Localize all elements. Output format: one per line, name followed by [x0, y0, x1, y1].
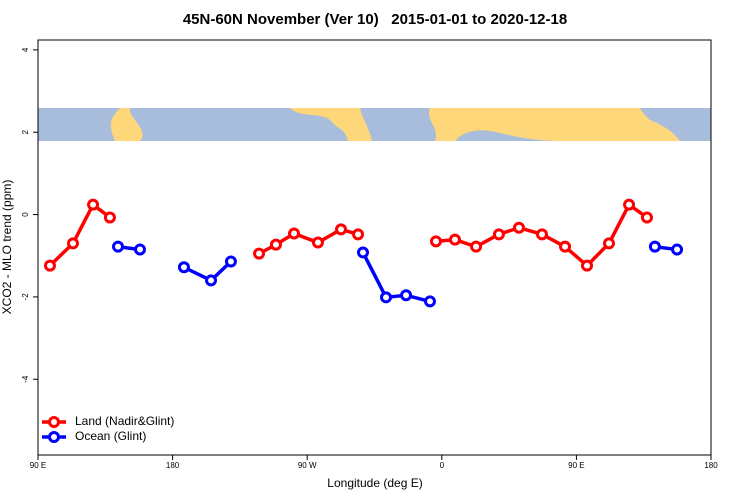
point [536, 228, 549, 241]
y-axis-label: XCO2 - MLO trend (ppm) [0, 180, 14, 315]
point [224, 255, 237, 268]
point [311, 236, 324, 249]
point [288, 227, 301, 240]
x-tick-label: 90 E [30, 461, 46, 470]
point [400, 289, 413, 302]
point [269, 238, 282, 251]
point [470, 240, 483, 253]
point [66, 237, 79, 250]
point [448, 233, 461, 246]
point [423, 295, 436, 308]
legend-label: Ocean (Glint) [75, 429, 146, 443]
point [177, 261, 190, 274]
point [492, 228, 505, 241]
point [380, 291, 393, 304]
point [640, 211, 653, 224]
legend-marker [48, 431, 60, 443]
x-tick-label: 90 W [298, 461, 317, 470]
x-tick-label: 0 [440, 461, 445, 470]
point [559, 240, 572, 253]
y-tick-label: 0 [21, 212, 30, 217]
point [648, 240, 661, 253]
point [253, 247, 266, 260]
chart-title: 45N-60N November (Ver 10) 2015-01-01 to … [183, 11, 567, 28]
series-line [117, 244, 678, 304]
point [103, 211, 116, 224]
point [205, 274, 218, 287]
point [429, 235, 442, 248]
legend-marker [48, 416, 60, 428]
x-tick-label: 180 [704, 461, 718, 470]
point [356, 246, 369, 259]
x-axis-label: Longitude (deg E) [327, 476, 422, 490]
point [352, 228, 365, 241]
point [623, 198, 636, 211]
point [581, 259, 594, 272]
plot-frame [37, 39, 712, 456]
x-tick-label: 180 [166, 461, 180, 470]
point [112, 240, 125, 253]
point [334, 223, 347, 236]
point [603, 237, 616, 250]
point [133, 243, 146, 256]
y-tick-label: 2 [21, 129, 30, 134]
map-strip [38, 108, 711, 141]
y-tick-label: -4 [21, 375, 30, 383]
point [671, 243, 684, 256]
legend-label: Land (Nadir&Glint) [75, 414, 174, 428]
point [87, 198, 100, 211]
x-tick-label: 90 E [568, 461, 584, 470]
y-tick-label: -2 [21, 293, 30, 301]
y-tick-label: 4 [21, 47, 30, 52]
point [512, 221, 525, 234]
series-line [48, 202, 649, 268]
point [43, 259, 56, 272]
